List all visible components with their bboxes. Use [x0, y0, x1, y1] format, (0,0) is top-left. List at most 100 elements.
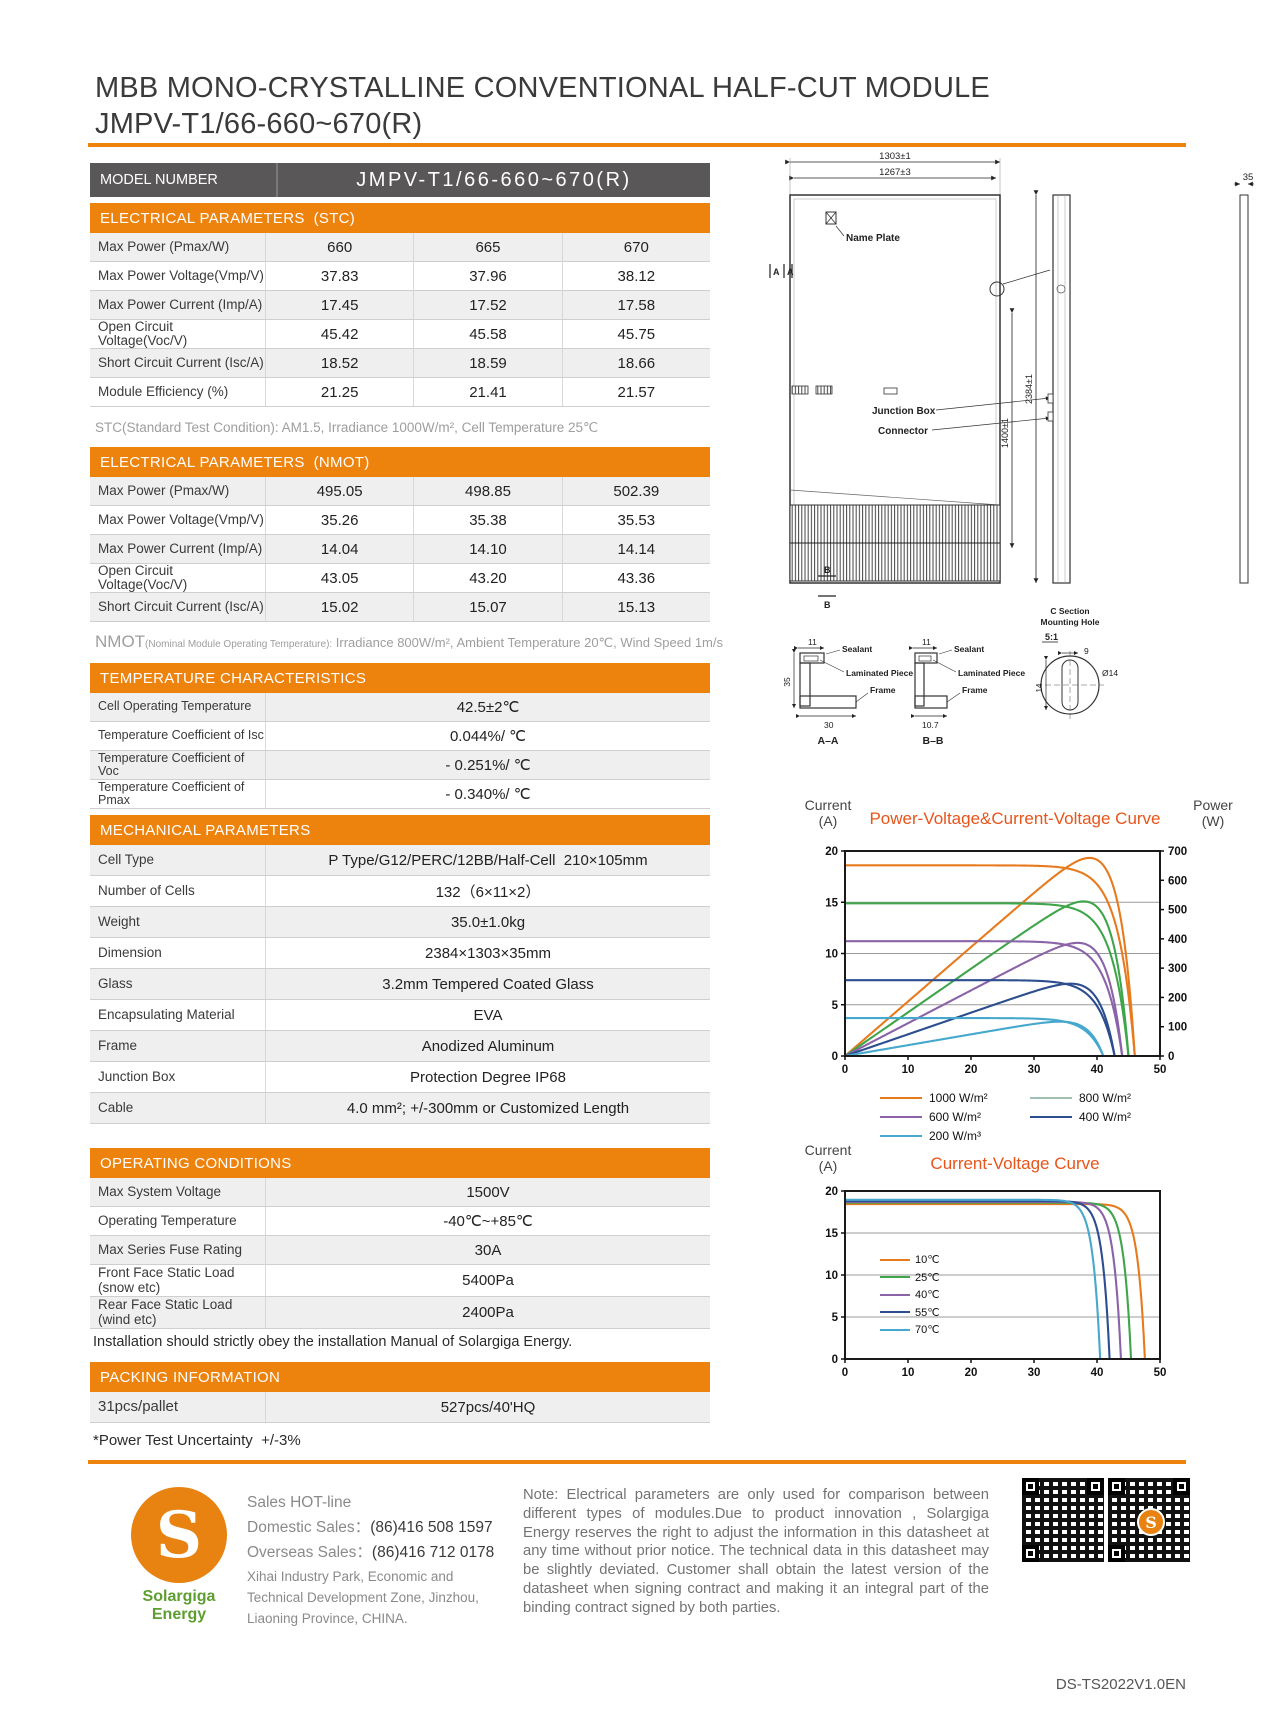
cell-value: 21.25 — [265, 378, 413, 406]
row-label: Max Series Fuse Rating — [98, 1241, 243, 1257]
legend-label: 200 W/m³ — [929, 1129, 982, 1143]
legend-item: 40℃ — [880, 1288, 940, 1301]
cell-value: 35.53 — [561, 506, 710, 534]
legend-swatch — [880, 1134, 922, 1138]
row-label: Max Power Voltage(Vmp/V) — [98, 267, 264, 283]
cell-value: 15.07 — [413, 593, 561, 621]
c-caption-line1: C Section — [1050, 606, 1089, 616]
section-header-mechanical: MECHANICAL PARAMETERS — [90, 815, 710, 845]
row-label: Short Circuit Current (Isc/A) — [98, 598, 264, 614]
table-row: Module Efficiency (%) 21.25 21.41 21.57 — [90, 378, 710, 407]
section-aa-detail: 11 Sealant Laminated Piece 35 Frame 30 A… — [782, 637, 913, 747]
nmot-note-prefix: NMOT — [95, 632, 146, 651]
iv-temperature-chart: Current (A) Current-Voltage Curve 0 5 10 15… — [795, 1140, 1235, 1390]
overseas-sales-line: Overseas Sales：(86)416 712 0178 — [247, 1540, 507, 1565]
row-label: Cable — [98, 1099, 134, 1115]
c-marker-circle — [989, 281, 1005, 297]
row-label: 31pcs/pallet — [98, 1398, 179, 1416]
cell-value: 45.42 — [265, 320, 413, 349]
cell-value: - 0.251%/ ℃ — [265, 751, 710, 779]
domestic-sales-label: Domestic Sales： — [247, 1519, 371, 1537]
company-address: Xihai Industry Park, Economic and Techni… — [247, 1569, 479, 1627]
table-row: Max System Voltage 1500V — [90, 1178, 710, 1207]
svg-text:0: 0 — [832, 1354, 838, 1366]
row-label: Cell Type — [98, 851, 155, 867]
cell-value: 670 — [561, 233, 710, 261]
current-voltage-curve — [845, 902, 1130, 1057]
dim-height: 2384±1 — [1024, 374, 1034, 404]
left-axis-label: Current (A) — [795, 1142, 861, 1174]
cell-value: 4.0 mm²; +/-300mm or Customized Length — [265, 1093, 710, 1123]
svg-text:50: 50 — [1154, 1367, 1167, 1379]
svg-text:5: 5 — [832, 1000, 839, 1012]
legend-swatch — [1030, 1115, 1072, 1119]
name-plate-icon — [825, 211, 837, 225]
axis-label-current: Current — [804, 1142, 852, 1158]
legend-swatch — [880, 1276, 910, 1278]
current-voltage-curve — [845, 979, 1116, 1057]
legal-note: Note: Electrical parameters are only use… — [523, 1487, 989, 1616]
svg-text:200: 200 — [1168, 992, 1187, 1004]
aa-caption: A–A — [817, 735, 838, 747]
power-voltage-curve — [844, 941, 1124, 1057]
svg-text:0: 0 — [1168, 1051, 1174, 1063]
cell-value: 498.85 — [413, 477, 561, 505]
module-technical-drawing: 1303±1 1267±3 35 Name Plate A A C — [769, 151, 1254, 747]
qr-code-icon — [1022, 1478, 1104, 1562]
cell-value: 2384×1303×35mm — [265, 938, 710, 968]
svg-text:5: 5 — [832, 1312, 839, 1324]
cell-value: 18.52 — [265, 349, 413, 377]
svg-text:30: 30 — [1028, 1367, 1041, 1379]
table-row: Cable 4.0 mm²; +/-300mm or Customized Len… — [90, 1093, 710, 1124]
row-label: Open Circuit Voltage(Voc/V) — [98, 563, 188, 593]
section-header-nmot: ELECTRICAL PARAMETERS (NMOT) — [90, 447, 710, 477]
legend-label: 55℃ — [915, 1306, 940, 1319]
svg-text:20: 20 — [825, 846, 838, 858]
table-row: Max Power Current (Imp/A) 17.45 17.52 17.58 — [90, 291, 710, 320]
left-axis-label: Current (A) — [795, 797, 861, 829]
stc-table: Max Power (Pmax/W) 660 665 670 Max Power Vo… — [90, 233, 710, 407]
cell-value: 35.38 — [413, 506, 561, 534]
module-side-view — [1047, 194, 1071, 584]
header-divider — [88, 143, 1186, 147]
table-row: Open Circuit Voltage(Voc/V) 45.42 45.58 45.… — [90, 319, 710, 349]
row-label: Dimension — [98, 944, 162, 960]
svg-text:100: 100 — [1168, 1022, 1187, 1034]
footer-divider — [88, 1460, 1186, 1464]
cell-value: 30A — [265, 1236, 710, 1264]
row-label: Junction Box — [98, 1068, 176, 1084]
table-row: Glass 3.2mm Tempered Coated Glass — [90, 969, 710, 1000]
cell-value: 45.58 — [413, 320, 561, 349]
legend-swatch — [880, 1096, 922, 1100]
cell-value: 43.20 — [413, 564, 561, 593]
current-voltage-curve — [845, 1017, 1105, 1057]
brand-name: Solargiga Energy — [142, 1588, 216, 1623]
table-row: Weight 35.0±1.0kg — [90, 907, 710, 938]
nmot-note-rest: Irradiance 800W/m², Ambient Temperature … — [332, 635, 723, 650]
model-number-label: MODEL NUMBER — [90, 163, 278, 197]
svg-text:0: 0 — [842, 1064, 848, 1076]
model-number-bar: MODEL NUMBER JMPV-T1/66-660~670(R) — [90, 163, 710, 197]
row-label: Max Power (Pmax/W) — [98, 482, 230, 498]
cell-value: 665 — [413, 233, 561, 261]
power-voltage-curve — [844, 900, 1130, 1057]
table-row: Temperature Coefficient of Pmax - 0.340%/… — [90, 780, 710, 809]
svg-text:20: 20 — [965, 1367, 978, 1379]
section-mark-a2: A — [787, 267, 794, 277]
row-label: Max Power (Pmax/W) — [98, 238, 230, 254]
contact-block: Sales HOT-line Domestic Sales：(86)416 50… — [247, 1490, 507, 1630]
section-header-stc: ELECTRICAL PARAMETERS (STC) — [90, 203, 710, 233]
legend-label: 600 W/m² — [929, 1110, 982, 1124]
dim-c-diameter: Ø14 — [1102, 668, 1118, 678]
section-c-detail: C Section Mounting Hole 5:1 9 14 Ø14 — [1035, 606, 1118, 719]
bb-frame-label: Frame — [962, 685, 988, 695]
row-label: Weight — [98, 913, 140, 929]
temperature-table: Cell Operating Temperature 42.5±2℃ Temper… — [90, 693, 710, 809]
nmot-note: NMOT(Nominal Module Operating Temperatur… — [95, 632, 723, 652]
cell-value: 43.36 — [561, 564, 710, 593]
legend-item: 600 W/m² — [880, 1109, 1030, 1125]
name-plate-label: Name Plate — [846, 233, 900, 244]
legend-swatch — [880, 1311, 910, 1313]
section-header-operating: OPERATING CONDITIONS — [90, 1148, 710, 1178]
